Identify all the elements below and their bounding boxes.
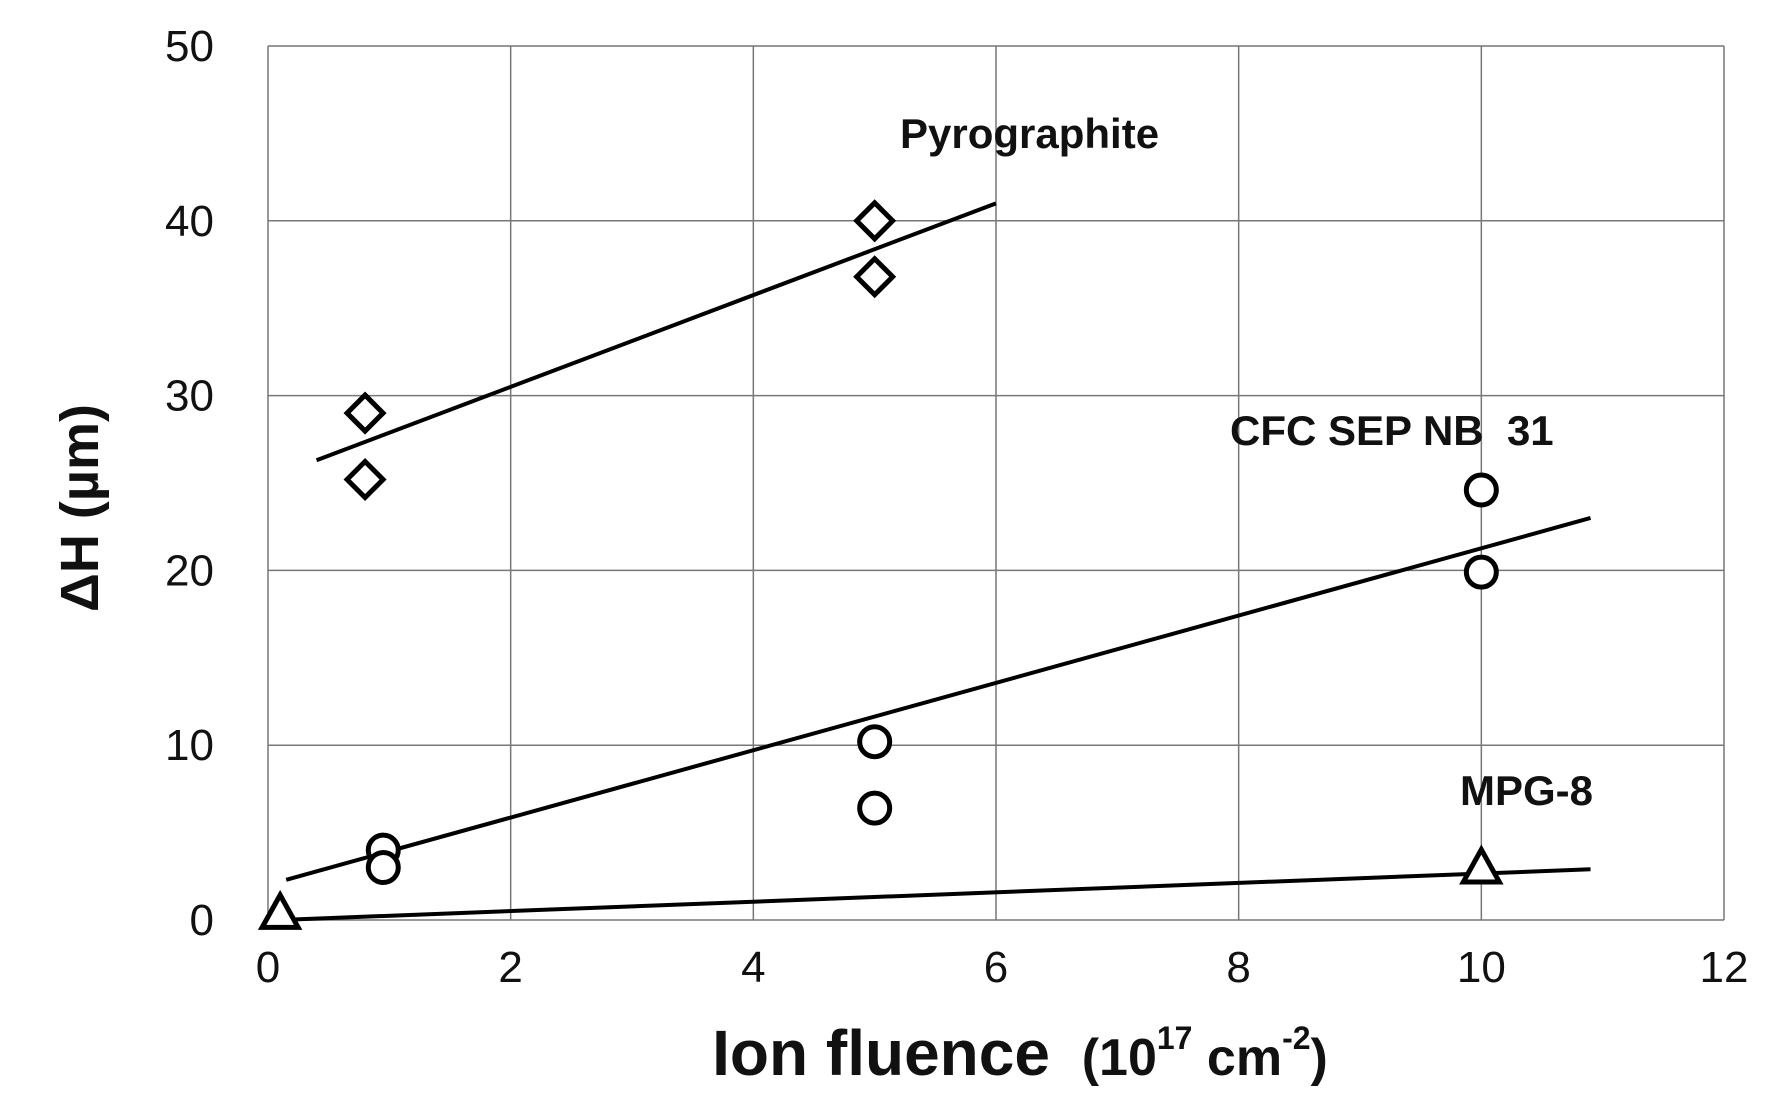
point-mpg-8 bbox=[257, 889, 303, 930]
x-tick-label: 10 bbox=[1457, 943, 1506, 992]
fit-line-cfc-sep-nb-31 bbox=[285, 516, 1592, 882]
data-markers bbox=[257, 199, 1504, 930]
series-label-cfc: CFC SEP NB 31 bbox=[1230, 407, 1554, 454]
y-tick-label: 20 bbox=[165, 546, 214, 595]
point-cfc-sep-nb-31 bbox=[857, 724, 893, 760]
point-mpg-8 bbox=[1459, 844, 1504, 885]
point-cfc-sep-nb-31 bbox=[365, 850, 401, 886]
x-tick-label: 2 bbox=[498, 943, 522, 992]
x-axis-unit-base: (10 bbox=[1082, 1029, 1157, 1087]
x-axis-unit-mid: cm bbox=[1192, 1029, 1282, 1087]
y-tick-label: 40 bbox=[165, 197, 214, 246]
point-cfc-sep-nb-31 bbox=[1463, 472, 1499, 508]
point-pyrographite bbox=[343, 457, 387, 502]
series-label-mpg8: MPG-8 bbox=[1460, 767, 1593, 814]
point-pyrographite bbox=[853, 199, 897, 243]
x-axis-unit-exp: 17 bbox=[1157, 1020, 1193, 1056]
fit-line-mpg-8 bbox=[280, 867, 1591, 922]
x-axis-title-text: Ion fluence bbox=[712, 1017, 1050, 1089]
point-cfc-sep-nb-31 bbox=[857, 790, 893, 826]
y-axis-title: ΔH (µm) bbox=[50, 404, 110, 612]
x-tick-label: 8 bbox=[1226, 943, 1250, 992]
x-axis-unit-end: ) bbox=[1311, 1029, 1328, 1087]
fit-line-pyrographite bbox=[315, 201, 997, 463]
y-tick-label: 0 bbox=[190, 896, 214, 945]
y-tick-label: 50 bbox=[165, 22, 214, 71]
x-tick-label: 4 bbox=[741, 943, 765, 992]
y-tick-label: 10 bbox=[165, 721, 214, 770]
series-label-pyrographite: Pyrographite bbox=[900, 110, 1159, 157]
x-tick-label: 6 bbox=[984, 943, 1008, 992]
point-pyrographite bbox=[853, 255, 897, 299]
fit-lines bbox=[280, 201, 1592, 922]
y-tick-label: 30 bbox=[165, 372, 214, 421]
x-axis-unit-exp2: -2 bbox=[1282, 1020, 1310, 1056]
point-cfc-sep-nb-31 bbox=[1463, 554, 1499, 590]
x-axis-title: Ion fluence (1017 cm-2) bbox=[712, 1017, 1328, 1089]
x-tick-label: 12 bbox=[1700, 943, 1749, 992]
point-pyrographite bbox=[343, 391, 387, 435]
tick-labels: 0 2 4 6 8 10 12 0 10 20 30 40 50 bbox=[165, 22, 1748, 992]
x-tick-label: 0 bbox=[256, 943, 280, 992]
